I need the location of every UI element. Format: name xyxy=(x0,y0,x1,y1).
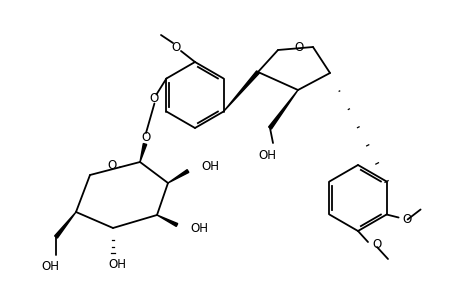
Text: O: O xyxy=(141,130,150,143)
Text: O: O xyxy=(107,159,117,172)
Text: OH: OH xyxy=(257,148,275,161)
Polygon shape xyxy=(140,143,146,162)
Polygon shape xyxy=(168,169,188,183)
Text: O: O xyxy=(371,238,381,251)
Polygon shape xyxy=(55,212,76,238)
Text: O: O xyxy=(402,213,411,226)
Text: OH: OH xyxy=(190,221,207,235)
Polygon shape xyxy=(223,71,259,112)
Text: O: O xyxy=(294,41,303,54)
Polygon shape xyxy=(268,90,297,129)
Text: OH: OH xyxy=(41,260,59,274)
Text: O: O xyxy=(171,40,180,53)
Polygon shape xyxy=(157,215,177,226)
Text: OH: OH xyxy=(201,160,218,172)
Text: OH: OH xyxy=(108,257,126,271)
Text: O: O xyxy=(150,92,159,105)
